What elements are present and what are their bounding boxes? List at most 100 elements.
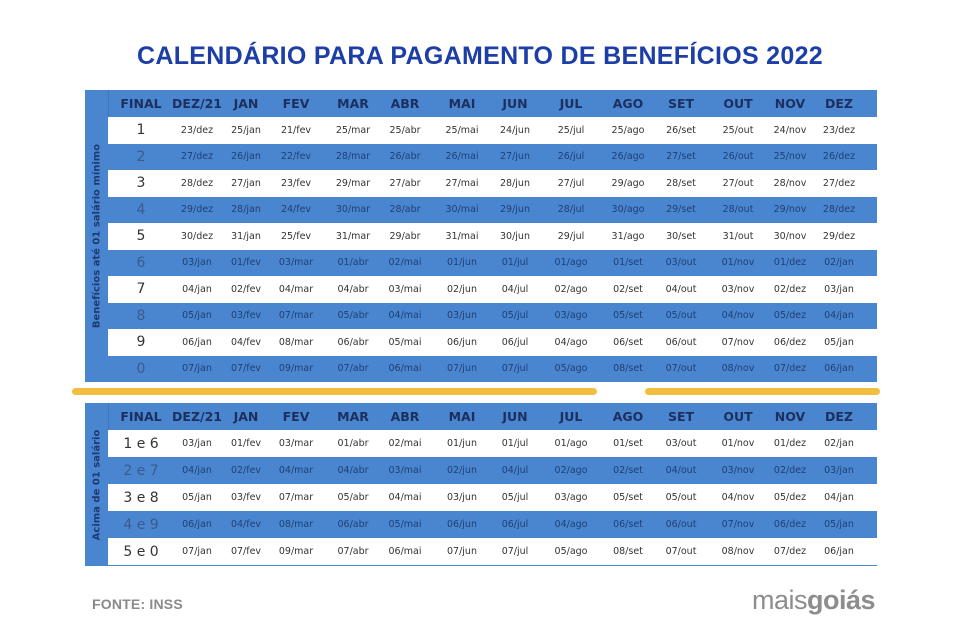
payment-date-cell: 07/jun: [447, 363, 477, 375]
payment-date-cell: 04/jul: [501, 283, 529, 295]
payment-date-cell: 31/mar: [335, 230, 371, 242]
payment-date-cell: 03/jun: [447, 492, 477, 503]
payment-date-cell: 27/mai: [445, 177, 479, 189]
payment-date-cell: 24/jun: [500, 124, 530, 136]
payment-date-cell: 04/ago: [554, 336, 588, 348]
payment-date-cell: 28/abr: [389, 204, 421, 216]
page-title: CALENDÁRIO PARA PAGAMENTO DE BENEFÍCIOS …: [137, 42, 823, 70]
final-digit-cell: 1: [136, 122, 146, 139]
payment-date-cell: 08/mar: [278, 519, 314, 530]
payment-date-cell: 02/jan: [824, 257, 854, 269]
payment-date-cell: 03/jan: [182, 257, 212, 269]
column-header: FEV: [282, 409, 310, 424]
payment-date-cell: 04/mar: [278, 283, 314, 295]
table-row: 2 27/dez 26/jan 22/fev 28/mar 26/abr 26/mai 27/…: [108, 143, 877, 170]
payment-date-cell: 30/ago: [611, 204, 645, 216]
payment-date-cell: 02/dez: [773, 465, 807, 476]
payment-date-cell: 26/set: [666, 124, 696, 136]
payment-date-cell: 03/mai: [388, 283, 422, 295]
payment-date-cell: 05/mai: [388, 519, 422, 530]
payment-date-cell: 05/set: [613, 310, 643, 322]
table-row: 2 e 7 04/jan 02/fev 04/mar 04/abr 03/mai 02/ju…: [108, 457, 877, 484]
table-row: 7 04/jan 02/fev 04/mar 04/abr 03/mai 02/jun 04/…: [108, 276, 877, 303]
table-minimum-wage-benefits: Benefícios até 01 salário mínimo FINAL DE…: [85, 90, 877, 382]
payment-date-cell: 06/jul: [501, 336, 529, 348]
payment-date-cell: 06/jan: [182, 336, 212, 348]
payment-date-cell: 07/fev: [230, 363, 262, 375]
payment-date-cell: 26/out: [722, 151, 754, 163]
payment-date-cell: 06/dez: [773, 336, 807, 348]
table-row: 1 23/dez 25/jan 21/fev 25/mar 25/abr 25/mai 24/…: [108, 117, 877, 144]
final-digit-cell: 5 e 0: [123, 543, 159, 560]
payment-date-cell: 29/set: [666, 204, 696, 216]
payment-date-cell: 04/out: [665, 465, 697, 476]
payment-date-cell: 30/set: [666, 230, 696, 242]
payment-date-cell: 06/jan: [824, 363, 854, 375]
payment-date-cell: 06/out: [665, 336, 697, 348]
source-note: FONTE: INSS: [92, 596, 183, 612]
payment-date-cell: 02/ago: [554, 283, 588, 295]
payment-date-cell: 23/fev: [280, 177, 312, 189]
payment-date-cell: 06/set: [613, 336, 643, 348]
payment-date-cell: 01/jul: [501, 438, 529, 449]
payment-date-cell: 06/abr: [337, 519, 369, 530]
payment-date-cell: 05/jan: [824, 336, 854, 348]
table-row: 9 06/jan 04/fev 08/mar 06/abr 05/mai 06/jun 06/…: [108, 329, 877, 356]
payment-date-cell: 04/abr: [337, 283, 369, 295]
payment-date-cell: 04/ago: [554, 519, 588, 530]
payment-date-cell: 06/dez: [773, 519, 807, 530]
payment-date-cell: 01/jun: [447, 438, 477, 449]
payment-date-cell: 07/fev: [230, 546, 262, 557]
payment-date-cell: 29/dez: [180, 204, 214, 216]
column-header: MAI: [448, 409, 476, 424]
payment-date-cell: 06/jun: [447, 519, 477, 530]
payment-date-cell: 03/mar: [278, 438, 314, 449]
column-header: OUT: [723, 409, 753, 424]
payment-date-cell: 27/abr: [389, 177, 421, 189]
payment-date-cell: 05/mai: [388, 336, 422, 348]
table-grid: FINAL DEZ/21 JAN FEV MAR ABR MAI JUN JUL AGO SET OU…: [108, 403, 877, 566]
payment-date-cell: 25/mai: [445, 124, 479, 136]
payment-date-cell: 03/ago: [554, 492, 588, 503]
final-digit-cell: 4: [136, 201, 146, 218]
payment-date-cell: 28/set: [666, 177, 696, 189]
column-header: DEZ/21: [172, 96, 222, 111]
final-digit-cell: 6: [136, 254, 146, 271]
final-digit-cell: 9: [136, 334, 146, 351]
payment-date-cell: 29/abr: [389, 230, 421, 242]
table-above-minimum-wage-benefits: Acima de 01 salário FINAL DEZ/21 JAN FEV MAR…: [85, 403, 877, 566]
payment-date-cell: 01/dez: [773, 257, 807, 269]
payment-date-cell: 04/jan: [824, 492, 854, 503]
payment-date-cell: 25/nov: [773, 151, 807, 163]
payment-date-cell: 06/abr: [337, 336, 369, 348]
payment-date-cell: 23/dez: [180, 124, 214, 136]
payment-date-cell: 07/abr: [337, 546, 369, 557]
payment-date-cell: 24/fev: [280, 204, 312, 216]
payment-date-cell: 25/jan: [231, 124, 261, 136]
payment-date-cell: 26/jul: [557, 151, 585, 163]
table-row: 0 07/jan 07/fev 09/mar 07/abr 06/mai 07/jun 07/…: [108, 355, 877, 382]
table-row: 6 03/jan 01/fev 03/mar 01/abr 02/mai 01/jun 01/…: [108, 249, 877, 276]
payment-date-cell: 05/set: [613, 492, 643, 503]
final-digit-cell: 8: [136, 307, 146, 324]
payment-date-cell: 08/mar: [278, 336, 314, 348]
payment-date-cell: 27/dez: [822, 177, 856, 189]
column-header: JUL: [559, 96, 583, 111]
payment-date-cell: 07/dez: [773, 363, 807, 375]
header-row: FINAL DEZ/21 JAN FEV MAR ABR MAI JUN JUL AGO SET OU…: [108, 403, 877, 430]
payment-date-cell: 07/nov: [721, 519, 755, 530]
payment-date-cell: 02/fev: [230, 465, 262, 476]
column-header: OUT: [723, 96, 753, 111]
payment-date-cell: 26/jan: [231, 151, 261, 163]
column-header: DEZ: [825, 96, 853, 111]
payment-date-cell: 05/jul: [501, 492, 529, 503]
divider-bar-right: [645, 388, 880, 395]
payment-date-cell: 01/fev: [230, 438, 262, 449]
payment-date-cell: 04/mai: [388, 492, 422, 503]
payment-date-cell: 05/ago: [554, 546, 588, 557]
payment-date-cell: 05/jan: [182, 310, 212, 322]
payment-date-cell: 02/fev: [230, 283, 262, 295]
payment-date-cell: 01/nov: [721, 257, 755, 269]
table-row: 5 30/dez 31/jan 25/fev 31/mar 29/abr 31/mai 30/…: [108, 223, 877, 250]
payment-date-cell: 21/fev: [280, 124, 312, 136]
